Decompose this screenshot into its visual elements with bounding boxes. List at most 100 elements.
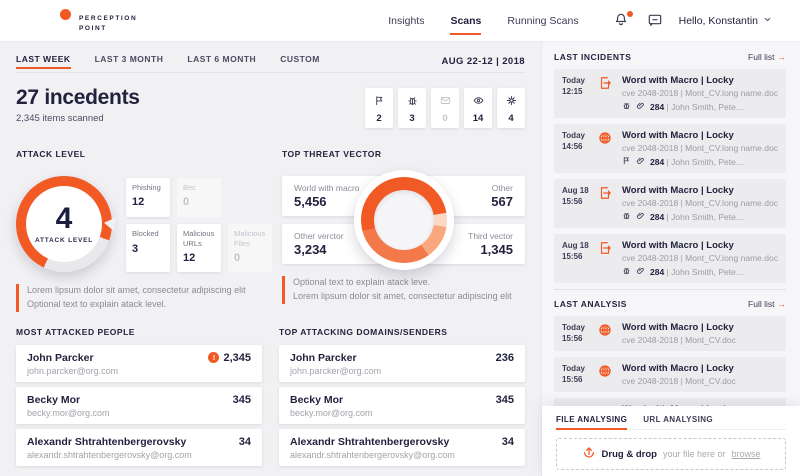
tab-last-6-month[interactable]: LAST 6 MONTH — [187, 54, 257, 64]
attack-stats-grid: Phishing 12 Bec 0 Blocked 3 Malicious UR… — [126, 178, 272, 272]
counter-tile[interactable]: 2 — [365, 88, 393, 128]
logo-dot-icon — [60, 9, 71, 21]
notifications-button[interactable] — [613, 9, 634, 32]
doc-export-icon — [598, 185, 616, 222]
drag-drop-label: Drug & drop — [601, 448, 657, 460]
threat-vector-note: Optional text to explain atack leve. Lor… — [282, 276, 525, 304]
most-attacked-people-title: MOST ATTACKED PEOPLE — [16, 326, 135, 337]
doc-export-icon — [598, 240, 616, 277]
stat-card-malicious-urls[interactable]: Malicious URLs 12 — [177, 224, 221, 272]
mail-icon — [440, 93, 451, 110]
items-scanned-label: 2,345 items scanned — [16, 113, 104, 124]
bug-icon — [622, 266, 631, 277]
incident-card[interactable]: Aug 18 15:56 Word with Macro | Locky cve … — [554, 234, 786, 283]
counter-tile[interactable]: 4 — [497, 88, 525, 128]
greeting-label: Hello, Konstantin — [678, 14, 758, 27]
list-item[interactable]: John Parcker john.parcker@org.com 236 — [279, 344, 525, 382]
last-analysis-title: LAST ANALYSIS — [554, 299, 627, 309]
incident-card[interactable]: Today 12:15 Word with Macro | Locky cve 2… — [554, 69, 786, 118]
attack-level-section: ATTACK LEVEL 4 ATTACK LEVEL Phishing 12 — [16, 144, 272, 312]
analysing-panel: FILE ANALYSING URL ANALYSING Drug & drop… — [542, 406, 800, 476]
incidents-count: 27 incedents — [16, 86, 140, 109]
messages-button[interactable] — [647, 12, 665, 30]
list-item[interactable]: Becky Mor becky.mor@org.com 345 — [16, 386, 262, 424]
last-incidents-title: LAST INCIDENTS — [554, 52, 632, 62]
attachment-icon — [636, 266, 645, 277]
top-attacking-domains-title: TOP ATTACKING DOMAINS/SENDERS — [279, 326, 448, 337]
stat-card-blocked[interactable]: Blocked 3 — [126, 224, 170, 272]
arrow-right-icon: → — [777, 299, 787, 309]
main-nav: Insights Scans Running Scans — [388, 11, 579, 35]
user-menu[interactable]: Hello, Konstantin — [679, 15, 772, 27]
list-item[interactable]: John Parcker john.parcker@org.com ! 2,34… — [16, 344, 262, 382]
nav-insights[interactable]: Insights — [388, 14, 425, 27]
top-threat-vector-title: TOP THREAT VECTOR — [282, 149, 382, 159]
chat-icon — [647, 14, 663, 32]
tab-file-analysing[interactable]: FILE ANALYSING — [556, 415, 628, 430]
nav-scans[interactable]: Scans — [450, 11, 481, 35]
gauge-value: 4 — [55, 202, 73, 235]
attachment-icon — [636, 211, 645, 222]
filter-divider — [16, 72, 525, 73]
stat-card-malicious-files[interactable]: Malicious Files 0 — [228, 224, 272, 272]
chevron-down-icon — [763, 15, 772, 27]
eye-icon — [473, 93, 484, 110]
incident-card[interactable]: Today 14:56 Word with Macro | Locky cve 2… — [554, 124, 786, 173]
stat-card-bec[interactable]: Bec 0 — [177, 178, 221, 218]
tab-last-week[interactable]: LAST WEEK — [16, 54, 71, 69]
logo-text: PERCEPTION POINT — [79, 15, 138, 32]
main-content: LAST WEEK LAST 3 MONTH LAST 6 MONTH CUST… — [0, 42, 541, 476]
attack-level-gauge: 4 ATTACK LEVEL — [16, 176, 116, 272]
top-threat-vector-section: TOP THREAT VECTOR World with macro 5,456… — [282, 144, 525, 312]
arrow-right-icon: → — [777, 52, 787, 62]
donut-hole — [373, 190, 434, 250]
notification-badge — [625, 9, 634, 18]
right-sidebar: LAST INCIDENTS Full list → Today 12:15 Wor… — [541, 42, 800, 476]
virus-icon — [506, 93, 517, 110]
attack-level-title: ATTACK LEVEL — [16, 149, 86, 159]
alert-badge: ! — [208, 352, 220, 364]
date-range-label[interactable]: AUG 22-12 | 2018 — [441, 56, 525, 67]
globe-icon — [598, 322, 616, 345]
flag-icon — [622, 156, 631, 167]
list-item[interactable]: Alexandr Shtrahtenbergerovsky alexandr.s… — [279, 428, 525, 466]
most-attacked-people-section: MOST ATTACKED PEOPLE John Parcker john.p… — [16, 327, 262, 471]
perception-point-logo[interactable]: PERCEPTION POINT — [60, 7, 137, 34]
globe-icon — [598, 363, 616, 386]
incidents-summary: 27 incedents 2,345 items scanned — [16, 86, 140, 124]
counter-tile[interactable]: 14 — [464, 88, 492, 128]
incidents-full-list-link[interactable]: Full list → — [748, 52, 786, 62]
upload-icon — [582, 445, 596, 464]
counter-tile[interactable]: 3 — [398, 88, 426, 128]
stat-card-phishing[interactable]: Phishing 12 — [126, 178, 170, 218]
browse-link[interactable]: browse — [731, 449, 761, 459]
incident-card[interactable]: Aug 18 15:56 Word with Macro | Locky cve … — [554, 179, 786, 228]
analysis-full-list-link[interactable]: Full list → — [748, 299, 786, 309]
attachment-icon — [636, 101, 645, 112]
file-dropzone[interactable]: Drug & drop your file here or browse — [556, 438, 786, 470]
flag-icon — [374, 93, 385, 110]
top-attacking-domains-section: TOP ATTACKING DOMAINS/SENDERS John Parck… — [279, 327, 525, 471]
counter-tiles: 2 3 0 14 — [365, 88, 525, 128]
nav-running-scans[interactable]: Running Scans — [507, 14, 579, 27]
bug-icon — [622, 211, 631, 222]
gauge-label: ATTACK LEVEL — [34, 237, 94, 244]
list-item[interactable]: Becky Mor becky.mor@org.com 345 — [279, 386, 525, 424]
top-header: PERCEPTION POINT Insights Scans Running … — [0, 0, 800, 42]
bug-icon — [622, 101, 631, 112]
list-item[interactable]: Alexandr Shtrahtenbergerovsky alexandr.s… — [16, 428, 262, 466]
attachment-icon — [636, 156, 645, 167]
bell-icon — [613, 13, 629, 32]
globe-icon — [598, 130, 616, 167]
time-filter-tabs: LAST WEEK LAST 3 MONTH LAST 6 MONTH CUST… — [16, 54, 525, 69]
doc-export-icon — [598, 75, 616, 112]
tab-custom[interactable]: CUSTOM — [280, 54, 320, 64]
bug-icon — [407, 93, 418, 110]
attack-level-note: Lorem lipsum dolor sit amet, consectetur… — [16, 284, 264, 312]
counter-tile[interactable]: 0 — [431, 88, 459, 128]
threat-vector-donut-chart — [353, 170, 454, 270]
tab-url-analysing[interactable]: URL ANALYSING — [643, 415, 714, 424]
tab-last-3-month[interactable]: LAST 3 MONTH — [94, 54, 164, 64]
